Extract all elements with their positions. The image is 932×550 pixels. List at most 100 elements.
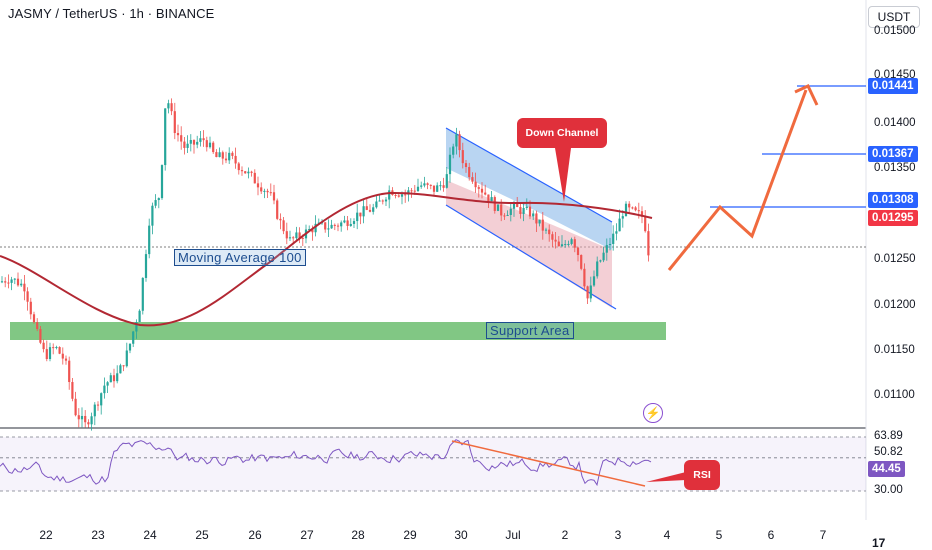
candle-body — [286, 231, 288, 238]
candle-body — [599, 260, 601, 261]
candle-body — [116, 373, 118, 381]
candle-body — [395, 195, 397, 196]
time-tick-label: 30 — [454, 528, 467, 542]
candle-body — [523, 208, 525, 214]
candle-body — [190, 140, 192, 144]
candle-body — [196, 142, 198, 145]
candle-body — [52, 347, 54, 348]
candle-body — [225, 159, 227, 161]
candle-body — [478, 187, 480, 189]
candle-body — [241, 170, 243, 171]
candle-body — [545, 230, 547, 231]
candle-body — [49, 347, 51, 359]
candle-body — [526, 207, 528, 208]
time-tick-label: 27 — [300, 528, 313, 542]
candle-body — [430, 185, 432, 186]
candle-body — [449, 155, 451, 174]
candle-body — [279, 219, 281, 220]
candle-body — [212, 143, 214, 152]
candle-body — [27, 291, 29, 301]
candle-body — [187, 144, 189, 148]
time-tick-label: 4 — [664, 528, 671, 542]
candle-body — [353, 221, 355, 224]
chart-title: JASMY / TetherUS · 1h · BINANCE — [8, 6, 214, 21]
candle-body — [183, 142, 185, 148]
candle-body — [91, 416, 93, 424]
candle-body — [631, 207, 633, 208]
candle-body — [555, 240, 557, 242]
candle-body — [359, 213, 361, 217]
candle-body — [513, 204, 515, 209]
candle-body — [622, 216, 624, 218]
candle-body — [59, 347, 61, 354]
candle-body — [567, 244, 569, 245]
candle-body — [388, 190, 390, 199]
candle-body — [94, 405, 96, 417]
candle-body — [180, 135, 182, 141]
candle-body — [414, 191, 416, 192]
candle-body — [625, 204, 627, 216]
candle-body — [30, 302, 32, 315]
candle-body — [638, 210, 640, 211]
candle-body — [33, 314, 35, 322]
candle-body — [487, 195, 489, 202]
candle-body — [139, 311, 141, 322]
price-tick-label: 0.01500 — [874, 25, 916, 37]
candle-body — [247, 172, 249, 174]
candle-body — [443, 185, 445, 188]
candle-body — [158, 198, 160, 200]
candle-body — [151, 206, 153, 226]
candle-body — [43, 343, 45, 349]
candle-body — [363, 206, 365, 216]
tradingview-logo-icon[interactable]: 17 — [872, 536, 885, 550]
price-badge: 0.01367 — [868, 146, 918, 162]
candle-body — [347, 220, 349, 226]
candle-body — [126, 351, 128, 367]
candle-body — [199, 138, 201, 142]
rsi-callout: RSI — [684, 460, 720, 490]
candle-body — [203, 138, 205, 140]
candle-body — [155, 200, 157, 206]
candle-body — [100, 393, 102, 405]
price-badge: 0.01441 — [868, 78, 918, 94]
candle-body — [398, 195, 400, 196]
candle-body — [561, 244, 563, 246]
candle-body — [484, 193, 486, 195]
candle-body — [334, 225, 336, 226]
time-tick-label: 6 — [768, 528, 775, 542]
candle-body — [494, 197, 496, 211]
candle-body — [404, 194, 406, 195]
moving-average-label: Moving Average 100 — [174, 249, 306, 266]
candle-body — [503, 215, 505, 216]
time-tick-label: 26 — [248, 528, 261, 542]
candle-body — [174, 111, 176, 133]
candle-body — [379, 200, 381, 201]
candle-body — [215, 152, 217, 157]
support-area-label: Support Area — [486, 322, 574, 339]
candle-body — [167, 103, 169, 108]
candle-body — [343, 220, 345, 222]
candle-body — [81, 416, 83, 419]
candle-body — [254, 173, 256, 183]
lightning-icon[interactable]: ⚡ — [643, 403, 663, 423]
candle-body — [62, 354, 64, 359]
candle-body — [372, 207, 374, 212]
candle-body — [459, 134, 461, 150]
candle-body — [606, 245, 608, 253]
candle-body — [84, 416, 86, 422]
candle-body — [331, 225, 333, 228]
candle-body — [87, 422, 89, 424]
time-tick-label: 2 — [562, 528, 569, 542]
rsi-band — [0, 437, 866, 491]
candle-body — [235, 156, 237, 164]
candle-body — [65, 359, 67, 361]
candle-body — [481, 189, 483, 193]
candle-body — [132, 332, 134, 344]
candle-body — [452, 147, 454, 155]
candle-body — [103, 386, 105, 394]
candle-body — [283, 220, 285, 231]
candle-body — [228, 153, 230, 160]
candle-body — [206, 140, 208, 147]
